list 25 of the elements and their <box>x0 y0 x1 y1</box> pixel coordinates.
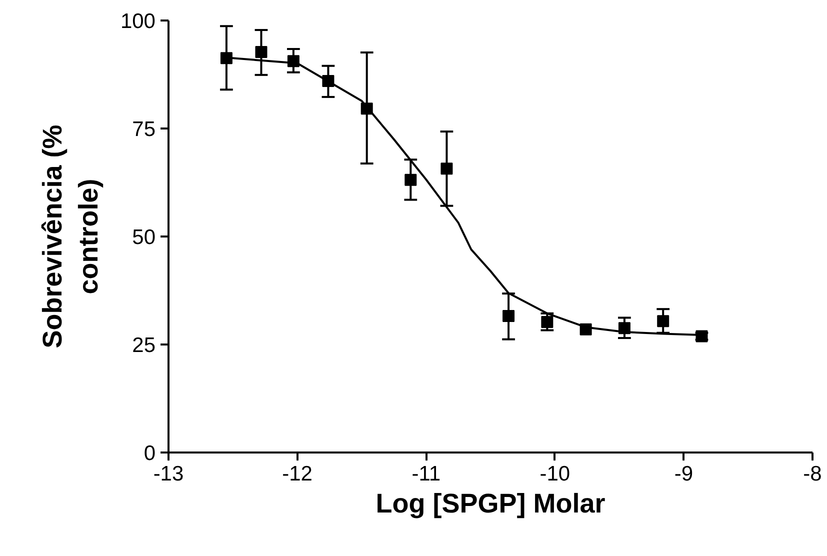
y-axis-title: Sobrevivência (% controle) <box>37 124 104 348</box>
point <box>440 162 453 175</box>
point <box>580 323 592 336</box>
point <box>360 102 373 115</box>
point <box>220 52 232 64</box>
point <box>502 310 515 322</box>
point <box>541 316 554 328</box>
point <box>287 55 300 68</box>
point <box>618 322 630 334</box>
y-tick-label: 75 <box>132 118 156 141</box>
x-tick-label: -8 <box>803 462 822 486</box>
x-tick-label: -13 <box>153 462 184 486</box>
point <box>657 315 670 328</box>
point <box>404 174 417 186</box>
x-tick-label: -10 <box>540 462 570 486</box>
point <box>255 46 268 58</box>
x-axis-title: Log [SPGP] Molar <box>376 488 606 518</box>
x-tick-label: -11 <box>412 462 440 486</box>
y-tick-label: 100 <box>120 10 156 33</box>
y-tick-label: 25 <box>132 334 156 357</box>
y-tick-label: 50 <box>132 226 156 249</box>
y-tick-label: 0 <box>144 442 156 465</box>
point <box>322 74 334 87</box>
x-tick-label: -12 <box>282 462 312 486</box>
x-tick-label: -9 <box>674 462 694 486</box>
